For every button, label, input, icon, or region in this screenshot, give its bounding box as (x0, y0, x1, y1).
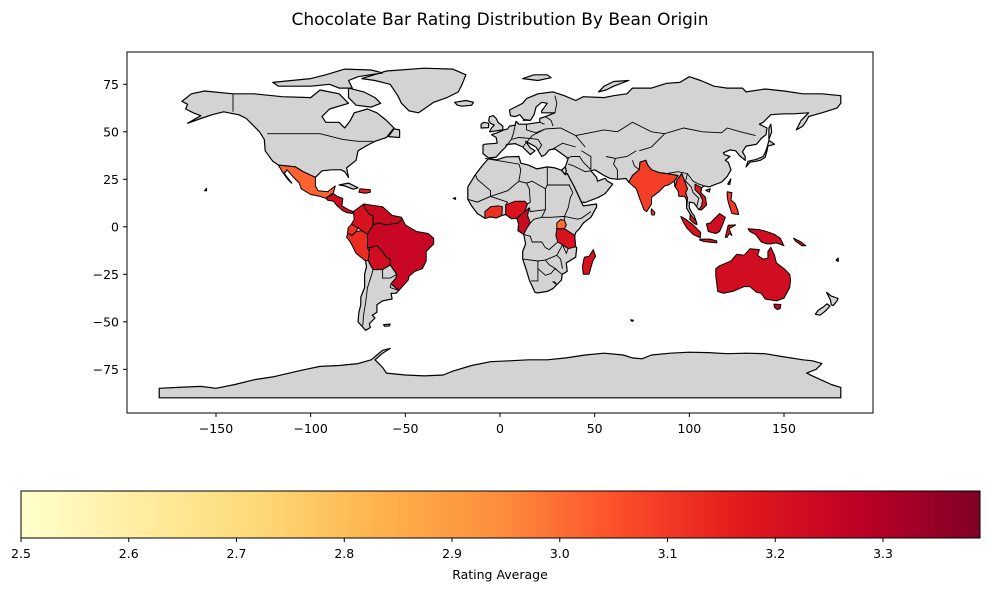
y-tick-label: 50 (103, 124, 119, 139)
x-tick-label: −100 (293, 421, 327, 436)
colorbar-label: Rating Average (452, 567, 548, 582)
region-madagascar (581, 249, 597, 275)
colorbar: 2.5 2.6 2.7 2.8 2.9 3.0 3.1 3.2 3.3 Rating Avera… (11, 490, 981, 582)
landmass-newfoundland (387, 128, 401, 139)
landmass-britain (488, 115, 504, 133)
map-plot-area: −150 −100 −50 0 50 100 150 −75 −50 −25 0 25 50 75 (93, 51, 874, 436)
landmass-baffin (347, 87, 382, 108)
x-tick-label: −150 (199, 421, 233, 436)
colorbar-tick-label: 2.5 (11, 546, 31, 561)
region-mexico (278, 164, 336, 199)
x-tick-label: −50 (392, 421, 418, 436)
region-vietnam (694, 183, 707, 211)
region-myanmar (674, 173, 688, 209)
landmass-sakhalin (768, 123, 773, 140)
colorbar-tick-label: 2.7 (227, 546, 247, 561)
region-nigeria (505, 200, 528, 220)
colorbar-ticks: 2.5 2.6 2.7 2.8 2.9 3.0 3.1 3.2 3.3 (11, 538, 893, 561)
landmass-svalbard (522, 74, 552, 82)
region-philippines (726, 191, 740, 215)
y-tick-label: 75 (103, 77, 119, 92)
x-tick-label: 0 (496, 421, 504, 436)
y-tick-label: −50 (93, 314, 119, 329)
x-tick-label: 150 (772, 421, 796, 436)
landmass-novaya-zemlya (597, 79, 630, 93)
landmass-hainan (705, 188, 711, 193)
region-cameroon-gabon (516, 207, 531, 235)
rated-regions (278, 159, 807, 311)
region-caribbean (358, 188, 371, 194)
region-central-america (325, 193, 354, 214)
landmass-new-zealand-south (814, 303, 831, 316)
y-tick-label: 0 (111, 219, 119, 234)
chart-title: Chocolate Bar Rating Distribution By Bea… (292, 10, 709, 30)
landmass-falklands (383, 323, 391, 327)
colorbar-tick-label: 3.3 (873, 546, 893, 561)
landmass-antarctica (158, 347, 842, 399)
colorbar-tick-label: 3.1 (658, 546, 678, 561)
colorbar-tick-label: 2.9 (442, 546, 462, 561)
landmass-fiji (835, 257, 839, 262)
landmass-eurasia (482, 76, 842, 225)
landmass-hawaii (204, 187, 208, 192)
region-sri-lanka (650, 208, 656, 216)
landmass-greenland (361, 67, 467, 114)
y-tick-label: 25 (103, 172, 119, 187)
colorbar-tick-label: 3.0 (550, 546, 570, 561)
region-india (628, 159, 679, 213)
colorbar-gradient (20, 490, 981, 539)
region-malaysia (689, 214, 698, 225)
landmass-kerguelen (630, 319, 635, 322)
country-borders (232, 93, 756, 326)
region-ivory-coast-ghana (484, 205, 503, 219)
region-borneo (705, 213, 726, 234)
y-axis: −75 −50 −25 0 25 50 75 (93, 77, 127, 377)
colorbar-tick-label: 2.6 (119, 546, 139, 561)
landmass-iceland (454, 99, 475, 107)
landmasses (158, 67, 842, 399)
region-tasmania (773, 303, 782, 311)
colorbar-tick-label: 2.8 (334, 546, 354, 561)
region-solomon-vanuatu (793, 237, 807, 247)
x-tick-label: 50 (587, 421, 603, 436)
region-australia (715, 246, 792, 302)
landmass-taiwan (727, 178, 732, 185)
landmass-japan (745, 139, 776, 168)
landmass-arabia-sinai (560, 166, 567, 176)
region-sulawesi (724, 224, 737, 238)
y-tick-label: −25 (93, 267, 119, 282)
region-java (699, 238, 718, 244)
landmass-cuba (338, 182, 359, 190)
landmass-ireland (480, 121, 490, 129)
landmass-new-zealand-north (826, 291, 839, 307)
region-brazil (367, 218, 435, 291)
region-sumatra (680, 215, 702, 239)
x-tick-label: 100 (677, 421, 701, 436)
landmass-arctic-islands (272, 68, 384, 89)
landmass-cape-verde (452, 197, 457, 200)
colorbar-tick-label: 3.2 (765, 546, 785, 561)
y-tick-label: −75 (93, 362, 119, 377)
region-tanzania (555, 228, 577, 250)
x-axis: −150 −100 −50 0 50 100 150 (199, 413, 796, 436)
region-new-guinea (747, 228, 785, 247)
